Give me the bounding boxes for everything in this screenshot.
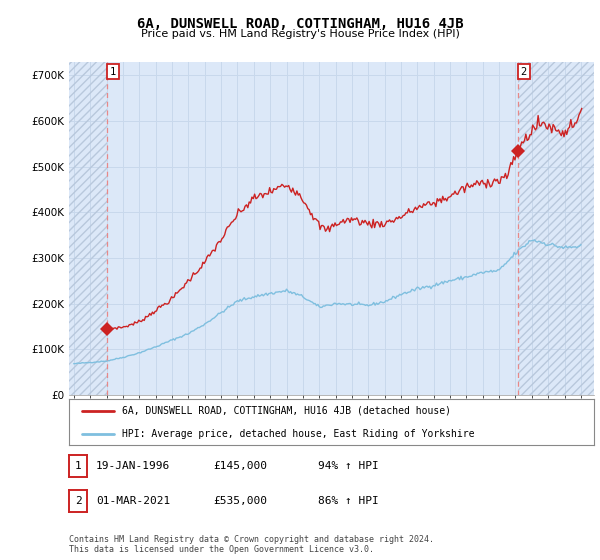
Text: 1: 1 — [110, 67, 116, 77]
Text: Contains HM Land Registry data © Crown copyright and database right 2024.
This d: Contains HM Land Registry data © Crown c… — [69, 535, 434, 554]
Text: 2: 2 — [521, 67, 527, 77]
Text: 2: 2 — [74, 496, 82, 506]
Text: £535,000: £535,000 — [213, 496, 267, 506]
Text: HPI: Average price, detached house, East Riding of Yorkshire: HPI: Average price, detached house, East… — [121, 429, 474, 438]
Text: 19-JAN-1996: 19-JAN-1996 — [96, 461, 170, 471]
Text: £145,000: £145,000 — [213, 461, 267, 471]
Text: 01-MAR-2021: 01-MAR-2021 — [96, 496, 170, 506]
Text: 1: 1 — [74, 461, 82, 471]
Text: 94% ↑ HPI: 94% ↑ HPI — [318, 461, 379, 471]
Text: Price paid vs. HM Land Registry's House Price Index (HPI): Price paid vs. HM Land Registry's House … — [140, 29, 460, 39]
Text: 6A, DUNSWELL ROAD, COTTINGHAM, HU16 4JB (detached house): 6A, DUNSWELL ROAD, COTTINGHAM, HU16 4JB … — [121, 406, 451, 416]
Text: 6A, DUNSWELL ROAD, COTTINGHAM, HU16 4JB: 6A, DUNSWELL ROAD, COTTINGHAM, HU16 4JB — [137, 17, 463, 31]
Text: 86% ↑ HPI: 86% ↑ HPI — [318, 496, 379, 506]
